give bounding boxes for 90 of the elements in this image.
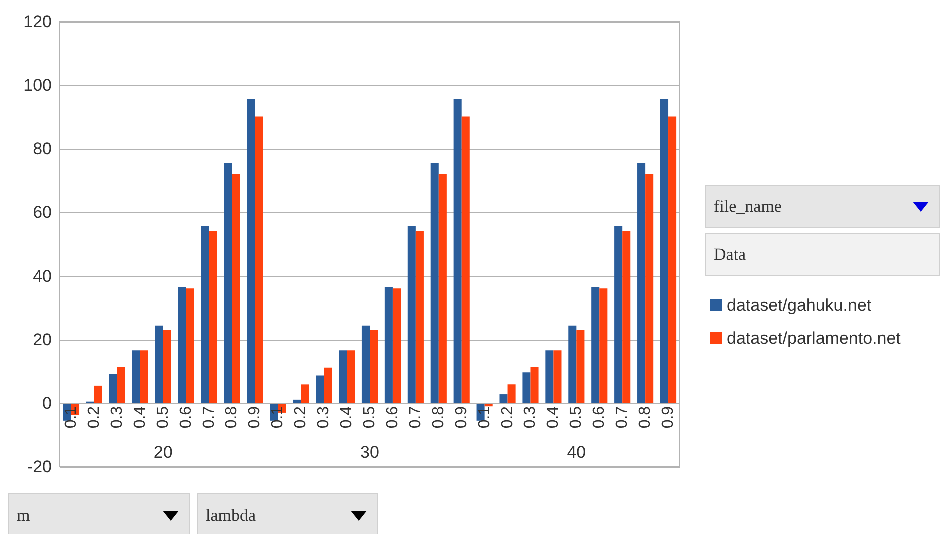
field-dropdown: m — [8, 493, 190, 534]
bar — [638, 163, 646, 404]
bar — [247, 99, 256, 404]
bar — [316, 376, 324, 404]
x-tick-label: 0.2 — [499, 406, 516, 429]
y-tick-label: 100 — [24, 76, 52, 96]
bar — [576, 330, 585, 404]
bar — [646, 174, 654, 404]
bar — [668, 116, 677, 404]
y-tick-label: 40 — [33, 266, 52, 286]
x-tick-label: 0.9 — [453, 406, 470, 429]
x-tick-label: 0.5 — [154, 406, 172, 429]
bar — [392, 288, 401, 404]
bar — [416, 231, 424, 404]
bar — [140, 350, 148, 404]
x-tick-label: 0.2 — [292, 406, 310, 429]
bar — [462, 116, 470, 404]
y-tick-label: 60 — [33, 203, 52, 222]
legend-label: dataset/gahuku.net — [727, 296, 872, 315]
x-tick-label: 0.3 — [108, 406, 126, 429]
x-tick-label: 0.3 — [522, 406, 540, 429]
bar — [347, 350, 356, 404]
x-tick-label: 0.7 — [407, 406, 424, 429]
bar — [430, 163, 439, 404]
field-dropdown: lambda — [197, 493, 378, 534]
x-tick-label: 0.3 — [316, 406, 333, 429]
x-tick-label: 0.1 — [62, 406, 80, 429]
annotation: 40 — [567, 443, 586, 462]
bar — [530, 368, 539, 404]
bar — [255, 116, 264, 404]
bar — [232, 174, 240, 404]
x-tick-label: 0.8 — [224, 406, 241, 429]
x-tick-label: 0.5 — [362, 406, 378, 429]
bar — [132, 350, 140, 404]
bar — [117, 368, 126, 404]
bar — [178, 287, 186, 404]
bar — [201, 226, 210, 404]
bar — [568, 326, 577, 404]
bar — [592, 287, 600, 404]
bar — [209, 231, 218, 404]
x-tick-label: 0.2 — [86, 406, 103, 429]
bar — [508, 384, 516, 404]
bar — [408, 226, 416, 404]
x-tick-label: 0.8 — [637, 406, 654, 429]
x-tick-label: 0.6 — [591, 406, 608, 429]
bar — [324, 368, 332, 404]
bar — [600, 288, 608, 404]
annotation: 30 — [360, 443, 380, 462]
bar — [163, 330, 172, 404]
bar — [454, 99, 462, 404]
x-tick-label: 0.6 — [178, 406, 195, 429]
x-tick-label: 0.9 — [660, 406, 678, 429]
bar — [660, 99, 669, 404]
bar — [362, 326, 370, 404]
bar — [614, 226, 623, 404]
y-tick-label: 120 — [24, 12, 52, 32]
y-tick-label: 20 — [33, 330, 52, 350]
x-tick-label: 0.4 — [545, 406, 562, 429]
bar — [546, 350, 554, 404]
bar — [94, 386, 102, 404]
bar — [622, 231, 631, 404]
x-tick-label: 0.4 — [338, 406, 356, 429]
x-tick-label: 0.7 — [614, 406, 632, 429]
bar — [109, 374, 118, 404]
x-tick-label: 0.6 — [384, 406, 402, 429]
bar — [301, 384, 310, 404]
x-tick-label: 0.4 — [132, 406, 149, 429]
annotation: 20 — [154, 443, 173, 462]
x-tick-label: 0.7 — [200, 406, 218, 429]
bar — [438, 174, 447, 404]
y-tick-label: -20 — [27, 458, 52, 476]
bar — [186, 288, 194, 404]
bar — [370, 330, 378, 404]
bar — [522, 372, 531, 404]
field-button: Data — [705, 233, 940, 276]
bar — [155, 326, 164, 404]
y-tick-label: 0 — [42, 394, 52, 413]
y-tick-label: 80 — [33, 140, 52, 159]
x-tick-label: 0.8 — [430, 406, 448, 429]
bar — [224, 163, 232, 404]
x-tick-label: 0.1 — [270, 406, 287, 429]
bar — [500, 394, 508, 404]
bar — [339, 350, 348, 404]
bar — [384, 287, 393, 404]
field-dropdown: file_name — [705, 185, 940, 228]
x-tick-label: 0.1 — [476, 406, 494, 429]
x-tick-label: 0.9 — [246, 406, 264, 429]
legend-label: dataset/parlamento.net — [727, 329, 902, 348]
bar — [554, 350, 562, 404]
x-tick-label: 0.5 — [568, 406, 586, 429]
